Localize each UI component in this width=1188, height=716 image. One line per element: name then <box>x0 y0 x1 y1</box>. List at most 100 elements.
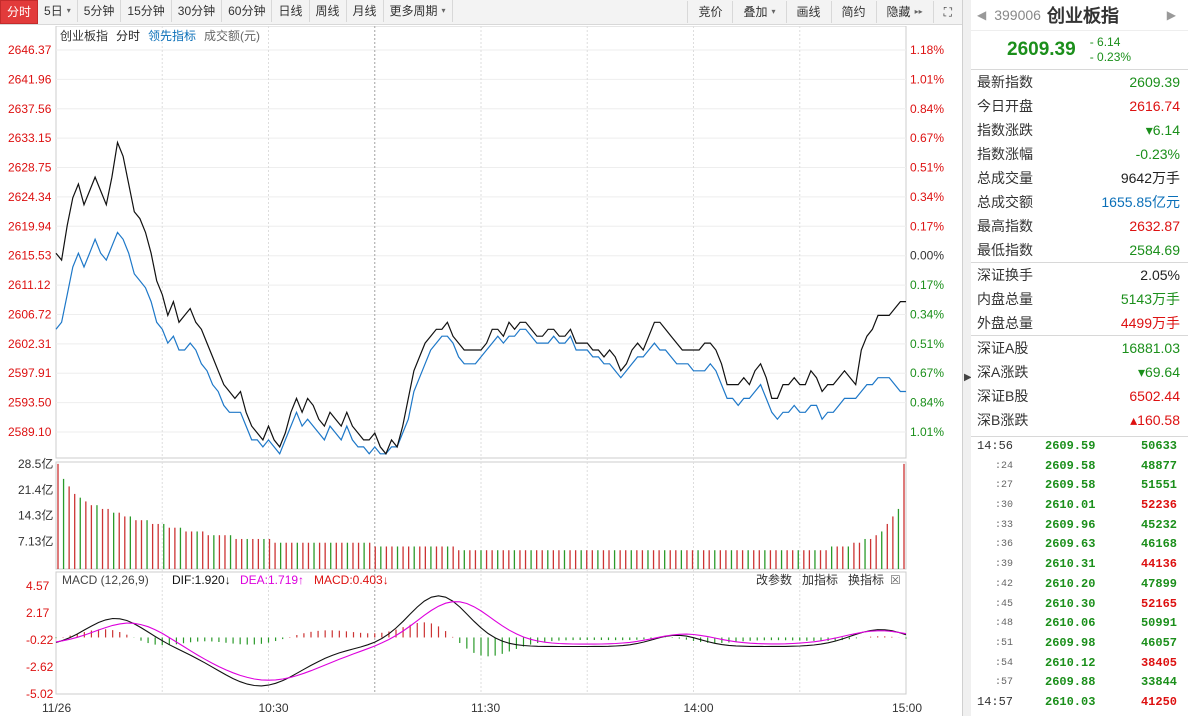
tab-label: 分时 <box>7 5 32 19</box>
quote-panel: ◀ 399006 创业板指 ▶ 2609.39 - 6.14 - 0.23% 最… <box>971 0 1188 716</box>
tick-row: 14:57 2610.03 41250 <box>971 693 1188 713</box>
tab-period-1[interactable]: 5日 ▾ <box>38 0 78 22</box>
stats-group-main: 最新指数 2609.39 今日开盘 2616.74 指数涨跌 ▾6.14 指数涨幅 -0.23… <box>971 70 1188 262</box>
tick-time: :30 <box>995 500 1014 512</box>
y-tick-label: 2597.91 <box>8 366 52 380</box>
pct-tick-label: 0.17% <box>910 278 944 292</box>
tab-label: 周线 <box>315 4 340 18</box>
tick-volume: 52236 <box>1140 498 1177 513</box>
tab-period-2[interactable]: 5分钟 <box>78 0 122 22</box>
tick-time: :33 <box>995 519 1014 531</box>
tick-volume: 33844 <box>1140 675 1177 690</box>
stat-label: 内盘总量 <box>977 291 1033 307</box>
y-tick-label: 2602.31 <box>8 337 52 351</box>
toolbar-button-2[interactable]: 画线 <box>785 1 831 23</box>
toolbar-button-4[interactable]: 隐藏 ▸▸ <box>875 1 933 23</box>
toolbar-button-label: 叠加 <box>743 5 768 19</box>
expand-icon: ▸▸ <box>914 7 923 16</box>
change-value: - 6.14 <box>1089 35 1121 49</box>
period-tabs: 分时 5日 ▾ 5分钟 15分钟 30分钟 60分钟 日线 周线 月线 更多周期 ▾ <box>0 0 453 24</box>
tab-label: 更多周期 <box>389 4 438 18</box>
tab-label: 月线 <box>352 4 377 18</box>
pct-tick-label: 1.18% <box>910 43 944 57</box>
pct-tick-label: 0.34% <box>910 190 944 204</box>
caret-down-icon: ▾ <box>66 6 71 15</box>
tick-row: :24 2609.58 48877 <box>971 457 1188 477</box>
pct-tick-label: 1.01% <box>910 425 944 439</box>
tab-period-7[interactable]: 周线 <box>310 0 347 22</box>
stat-value: -0.23% <box>1135 146 1180 162</box>
collapse-arrow-icon[interactable]: ▶ <box>964 372 972 383</box>
tab-period-4[interactable]: 30分钟 <box>172 0 223 22</box>
macd-button[interactable]: 加指标 <box>802 572 838 587</box>
toolbar-button-3[interactable]: 简约 <box>830 1 876 23</box>
tab-period-9[interactable]: 更多周期 ▾ <box>384 0 453 22</box>
macd-tick-label: -0.22 <box>26 633 54 647</box>
toolbar-button-5[interactable]: ⛶ <box>932 1 962 23</box>
stat-value: ▴160.58 <box>1130 412 1180 428</box>
tick-list[interactable]: 14:56 2609.59 50633:24 2609.58 48877:27 2609.… <box>971 436 1188 713</box>
tick-price: 2610.12 <box>1045 655 1096 670</box>
stat-label: 深A涨跌 <box>977 364 1029 380</box>
toolbar-button-1[interactable]: 叠加 ▾ <box>732 1 785 23</box>
tick-row: :39 2610.31 44136 <box>971 555 1188 575</box>
tick-time: :54 <box>995 657 1014 669</box>
macd-button[interactable]: 改参数 <box>756 572 792 587</box>
tick-row: :57 2609.88 33844 <box>971 673 1188 693</box>
y-tick-label: 2615.53 <box>8 249 52 263</box>
volume-tick-label: 28.5亿 <box>18 456 53 471</box>
stat-row: 指数涨跌 ▾6.14 <box>971 118 1188 142</box>
pct-tick-label: 0.51% <box>910 161 944 175</box>
tick-volume: 44136 <box>1140 557 1177 572</box>
x-tick-label: 10:30 <box>259 701 289 715</box>
tick-price: 2610.06 <box>1045 616 1096 631</box>
tick-row: :54 2610.12 38405 <box>971 654 1188 674</box>
macd-tick-label: 2.17 <box>26 606 50 620</box>
y-tick-label: 2633.15 <box>8 131 52 145</box>
tick-price: 2609.96 <box>1045 517 1096 532</box>
stats-group-volume: 深证换手 2.05% 内盘总量 5143万手外盘总量 4499万手 <box>971 262 1188 335</box>
tab-period-6[interactable]: 日线 <box>272 0 310 22</box>
tick-row: 14:56 2609.59 50633 <box>971 437 1188 457</box>
panel-header: ◀ 399006 创业板指 ▶ <box>971 0 1188 31</box>
lead-line <box>55 231 906 455</box>
tick-row: :33 2609.96 45232 <box>971 516 1188 536</box>
toolbar-button-label: 简约 <box>841 5 866 19</box>
next-arrow-icon[interactable]: ▶ <box>1166 8 1176 22</box>
toolbar-button-0[interactable]: 竞价 <box>687 1 732 23</box>
toolbar-button-label: 隐藏 <box>886 5 911 19</box>
tick-row: :42 2610.20 47899 <box>971 575 1188 595</box>
stat-value: 2609.39 <box>1129 74 1180 90</box>
tick-volume: 46057 <box>1140 635 1177 650</box>
stat-row: 深B涨跌 ▴160.58 <box>971 408 1188 432</box>
stat-row: 最低指数 2584.69 <box>971 238 1188 262</box>
pct-tick-label: 0.67% <box>910 131 944 145</box>
x-tick-label: 15:00 <box>892 701 922 715</box>
stat-value: 5143万手 <box>1120 291 1180 307</box>
tick-price: 2609.88 <box>1045 675 1096 690</box>
tick-time: :42 <box>995 578 1014 590</box>
tick-time: :36 <box>995 539 1014 551</box>
tab-period-5[interactable]: 60分钟 <box>222 0 273 22</box>
stat-value: 9642万手 <box>1120 170 1180 186</box>
stat-row: 外盘总量 4499万手 <box>971 311 1188 335</box>
toolbar-right-buttons: 竞价 叠加 ▾ 画线 简约 隐藏 ▸▸ ⛶ <box>687 1 962 23</box>
intraday-chart[interactable]: 2646.37 1.18% 2641.96 1.01% 2637.56 0.84% 2633… <box>0 26 962 716</box>
stat-row: 深证换手 2.05% <box>971 263 1188 287</box>
close-icon[interactable]: ☒ <box>890 573 901 587</box>
tick-time: 14:56 <box>977 439 1014 453</box>
prev-arrow-icon[interactable]: ◀ <box>977 8 987 22</box>
tab-period-3[interactable]: 15分钟 <box>121 0 172 22</box>
tab-period-8[interactable]: 月线 <box>347 0 384 22</box>
caret-down-icon: ▾ <box>441 6 446 15</box>
current-price: 2609.39 <box>1007 39 1076 60</box>
stat-row: 最新指数 2609.39 <box>971 70 1188 94</box>
pct-tick-label: 0.51% <box>910 337 944 351</box>
macd-button[interactable]: 换指标 <box>848 572 884 587</box>
stat-label: 总成交量 <box>977 170 1033 186</box>
tick-volume: 45232 <box>1140 517 1177 532</box>
stat-value: ▾69.64 <box>1137 364 1180 380</box>
stat-label: 指数涨跌 <box>977 122 1033 138</box>
tab-period-0[interactable]: 分时 <box>0 0 39 24</box>
macd-tick-label: -5.02 <box>26 687 54 701</box>
